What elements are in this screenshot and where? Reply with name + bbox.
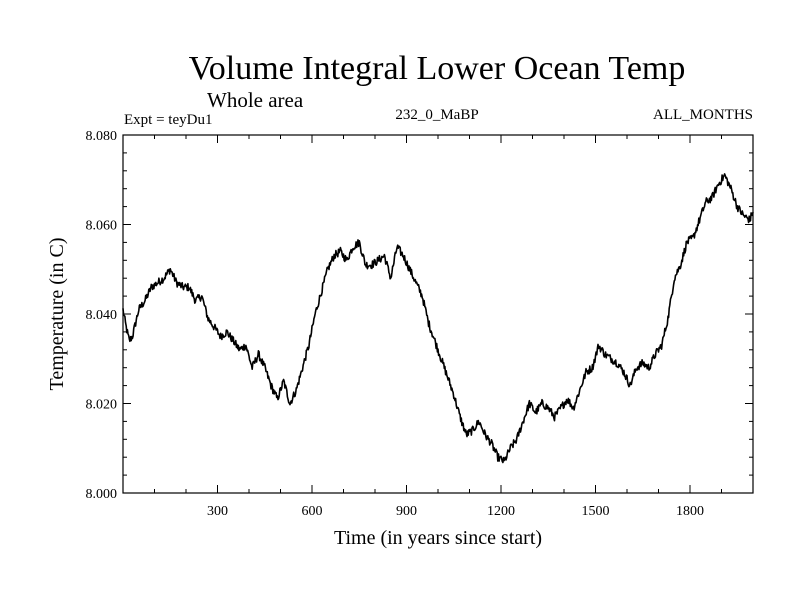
plot-frame (122, 134, 754, 494)
series-line (122, 173, 754, 464)
x-axis-label: Time (in years since start) (334, 527, 542, 549)
chart-title: Volume Integral Lower Ocean Temp (189, 50, 686, 87)
x-tick-label: 300 (207, 504, 228, 519)
chart-subtitle: Whole area (207, 88, 304, 112)
months-label: ALL_MONTHS (653, 107, 753, 123)
experiment-label: Expt = teyDu1 (124, 112, 212, 128)
y-tick-label: 8.040 (86, 308, 118, 323)
x-tick-label: 1800 (676, 504, 704, 519)
x-tick-label: 1200 (487, 504, 515, 519)
series-group (122, 173, 754, 464)
axes: 300 600 900 1200 1500 1800 8.000 8.020 8.040 8.06… (86, 129, 753, 519)
y-tick-label: 8.060 (86, 219, 118, 234)
y-tick-label: 8.080 (86, 129, 118, 144)
y-tick-label: 8.000 (86, 487, 118, 502)
x-tick-label: 900 (396, 504, 417, 519)
y-tick-label: 8.020 (86, 398, 118, 413)
x-tick-label: 1500 (582, 504, 610, 519)
period-label: 232_0_MaBP (395, 107, 478, 123)
x-tick-label: 600 (302, 504, 323, 519)
y-axis-label: Temperature (in C) (46, 238, 68, 391)
